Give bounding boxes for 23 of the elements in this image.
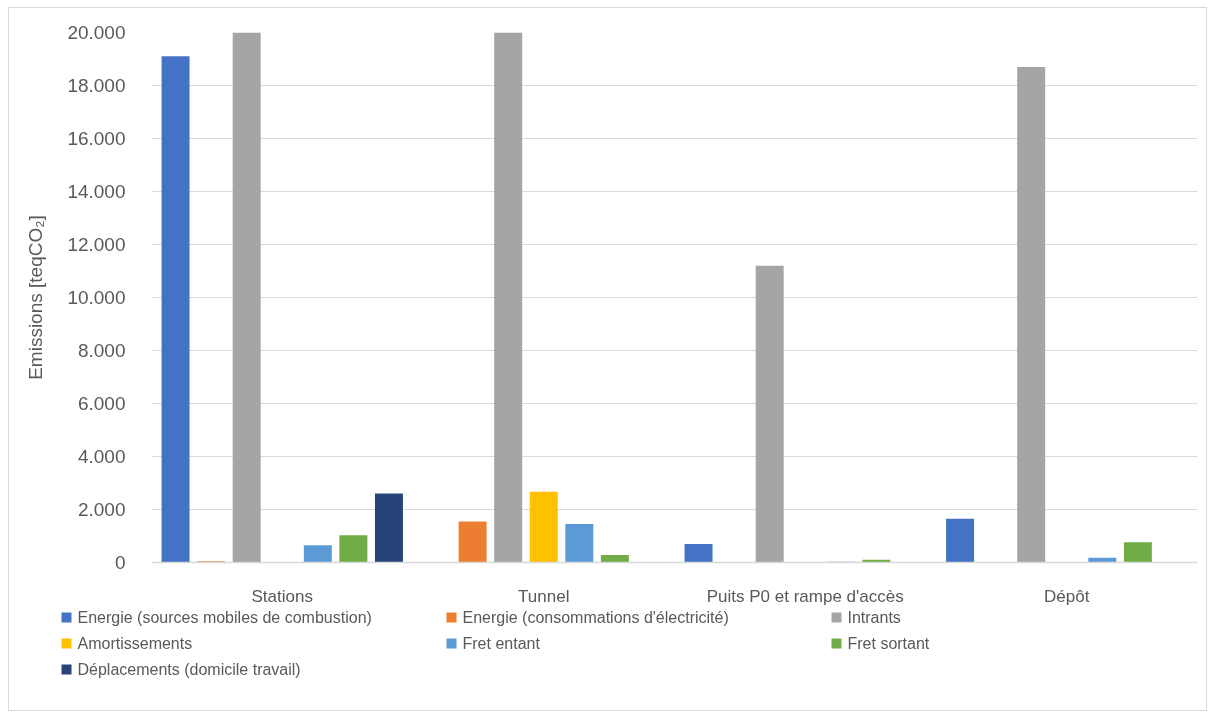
legend-label: Energie (consommations d'électricité) [462,609,729,626]
y-tick-label: 16.000 [67,128,126,149]
legend-label: Fret sortant [847,635,930,652]
y-tick-label: 20.000 [67,22,126,43]
y-tick-label: 8.000 [77,340,126,361]
y-tick-label: 6.000 [77,393,126,414]
y-tick-label: 0 [114,552,126,573]
x-tick-label: Tunnel [518,586,570,606]
y-tick-label: 12.000 [67,234,126,255]
legend-label: Amortissements [77,635,193,652]
legend-label: Energie (sources mobiles de combustion) [77,609,372,626]
x-tick-label: Dépôt [1044,586,1090,606]
legend-label: Fret entant [462,635,541,652]
legend-label: Déplacements (domicile travail) [77,661,301,678]
y-tick-label: 4.000 [77,446,126,467]
y-tick-label: 14.000 [67,181,126,202]
y-axis-title: Emissions [teqCO₂] [25,215,47,380]
x-tick-label: Stations [251,586,313,606]
y-tick-label: 10.000 [67,287,126,308]
y-tick-label: 2.000 [77,499,126,520]
x-tick-label: Puits P0 et rampe d'accès [706,586,904,606]
y-tick-label: 18.000 [67,75,126,96]
legend-label: Intrants [847,609,901,626]
